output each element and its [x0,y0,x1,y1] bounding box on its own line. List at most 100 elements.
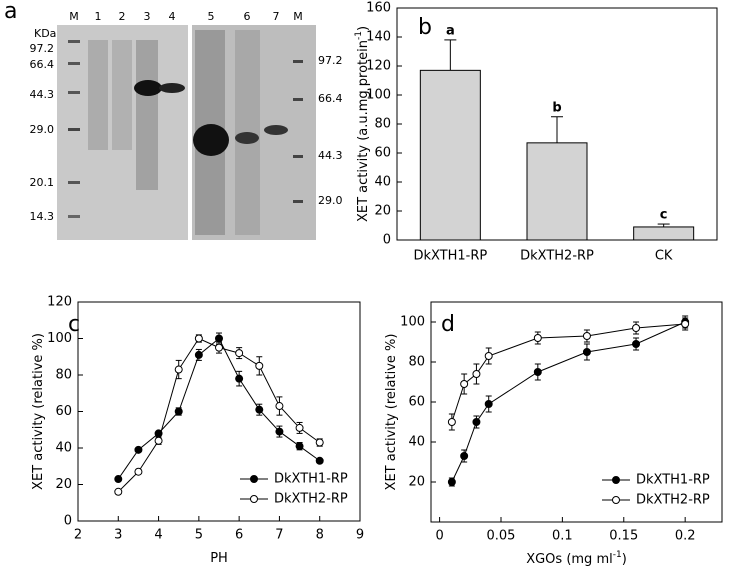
significance-label: b [552,100,561,115]
lane-label: M [69,10,79,23]
data-point [472,370,481,378]
data-point [215,334,223,343]
x-tick-label: CK [655,249,673,264]
data-point [484,352,493,360]
panel-label: b [418,15,432,40]
legend-label: DkXTH2-RP [274,492,348,507]
y-tick-label: 40 [55,441,72,456]
x-tick-label: 9 [356,528,364,543]
lane-label: 3 [144,10,151,23]
y-tick-label: 0 [64,514,72,529]
y-axis-label: XET activity (relative %) [384,334,399,491]
data-point [460,380,469,388]
y-axis-label: XET activity (relative %) [31,333,46,490]
data-point [194,350,203,359]
series-line [117,337,321,493]
lane-label: 4 [169,10,176,23]
panel-label: c [68,312,80,337]
data-point [194,334,203,343]
x-tick-label: DkXTH2-RP [520,249,594,264]
label-part: XGOs (mg ml [526,552,613,567]
y-tick-label: 120 [366,59,391,74]
marker-label: 97.2 [30,42,55,55]
marker-label: 29.0 [318,194,343,207]
x-tick-label: 4 [154,528,162,543]
data-point [154,436,163,445]
y-tick-label: 140 [366,30,391,45]
label-part: ) [356,26,371,31]
marker-label: 66.4 [30,58,55,71]
x-tick-label: 0.1 [552,529,573,544]
y-tick-label: 60 [408,395,425,410]
x-tick-label: 0.05 [487,529,516,544]
data-point [114,475,123,484]
significance-label: c [660,208,668,223]
data-point [134,445,143,454]
y-tick-label: 20 [408,475,425,490]
marker-label: 29.0 [30,123,55,136]
legend-marker [612,476,620,484]
x-tick-label: 7 [275,528,283,543]
y-tick-label: 120 [47,295,72,310]
bar [633,226,695,241]
y-tick-label: 60 [374,146,391,161]
marker-label: 97.2 [318,54,343,67]
chart: 20 40 60 80 100 0 0.05 0.1 0.15 0.2 XGOs (mg ml-1)… [384,301,723,567]
legend-label: DkXTH1-RP [636,473,710,488]
y-tick-label: 40 [408,435,425,450]
x-tick-label: 0.15 [609,529,638,544]
panel-label: a [4,0,17,24]
data-point [582,332,591,340]
y-tick-label: 100 [47,331,72,346]
y-tick-label: 60 [55,404,72,419]
data-point [447,478,456,486]
label-part: PH [210,551,228,566]
chart: 0 20 40 60 80 100 120 2 3 4 5 6 7 8 9 PH XET activity (r… [31,295,365,566]
data-point [533,368,542,376]
label-part: -1 [613,550,622,560]
data-point [275,427,284,436]
data-point [235,374,244,383]
gel-image [57,25,316,240]
x-tick-label: 0.2 [675,529,696,544]
data-point [447,418,456,426]
lane-label: M [293,10,303,23]
lane-label: 5 [208,10,215,23]
data-point [460,452,469,460]
data-point [582,348,591,356]
data-point [174,365,183,374]
marker-label: 44.3 [30,88,55,101]
y-tick-label: 100 [400,315,425,330]
y-axis-label: XET activity (a.u.mg protein-1) [354,26,371,222]
y-tick-label: 20 [374,204,391,219]
x-axis-label: PH [210,551,228,566]
lane-label: 7 [273,10,280,23]
data-point [632,340,641,348]
data-point [681,320,690,328]
x-tick-label: 5 [195,528,203,543]
label-part: XET activity (relative %) [31,333,46,490]
data-point [215,343,223,352]
y-tick-label: 80 [55,368,72,383]
x-tick-label: 3 [114,528,122,543]
label-part: XET activity (a.u.mg protein [356,40,371,222]
data-point [174,407,183,416]
x-tick-label: 8 [316,528,324,543]
label-part: ) [622,552,627,567]
data-point [134,467,143,476]
data-point [255,361,264,370]
marker-label: 14.3 [30,210,55,223]
data-point [533,334,542,342]
label-part: -1 [354,31,364,40]
data-point [235,349,244,358]
legend-label: DkXTH1-RP [274,472,348,487]
x-tick-label: DkXTH1-RP [413,249,487,264]
y-tick-label: 100 [366,88,391,103]
data-point [472,418,481,426]
data-point [484,400,493,408]
y-tick-label: 160 [366,1,391,16]
x-tick-label: 2 [74,528,82,543]
bar [526,142,588,241]
